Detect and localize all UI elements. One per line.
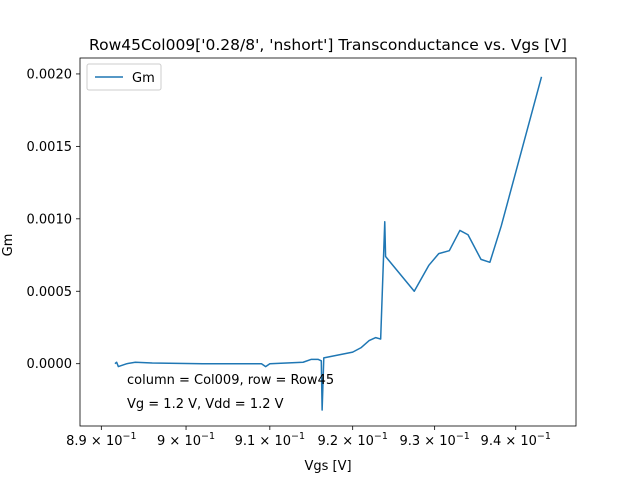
plot-area xyxy=(79,57,577,427)
y-tick-label: 0.0015 xyxy=(27,140,73,155)
x-tick-label: 9.4 × 10−1 xyxy=(481,431,551,449)
y-tick-label: 0.0010 xyxy=(27,212,73,227)
x-tick-label: 9 × 10−1 xyxy=(157,431,215,449)
x-axis-label: Vgs [V] xyxy=(304,459,351,474)
x-tick-label: 9.1 × 10−1 xyxy=(235,431,305,449)
annotation-voltage: Vg = 1.2 V, Vdd = 1.2 V xyxy=(127,397,284,412)
legend: Gm xyxy=(86,63,162,91)
y-tick-label: 0.0000 xyxy=(27,357,73,372)
axis-ticks: 0.0000 0.0005 0.0010 0.0015 0.0020 8.9 × 10−1… xyxy=(27,67,551,449)
legend-box xyxy=(86,63,162,91)
x-tick-label: 8.9 × 10−1 xyxy=(66,431,136,449)
legend-label-gm: Gm xyxy=(132,71,155,86)
y-tick-label: 0.0020 xyxy=(27,67,73,82)
annotation-location: column = Col009, row = Row45 xyxy=(127,373,334,388)
x-tick-label: 9.2 × 10−1 xyxy=(317,431,387,449)
y-tick-label: 0.0005 xyxy=(27,285,73,300)
axes-frame xyxy=(79,57,577,427)
chart-title: Row45Col009['0.28/8', 'nshort'] Transcon… xyxy=(89,36,567,54)
series-line-gm xyxy=(114,76,543,411)
y-axis-label: Gm xyxy=(1,234,16,257)
x-tick-label: 9.3 × 10−1 xyxy=(399,431,469,449)
